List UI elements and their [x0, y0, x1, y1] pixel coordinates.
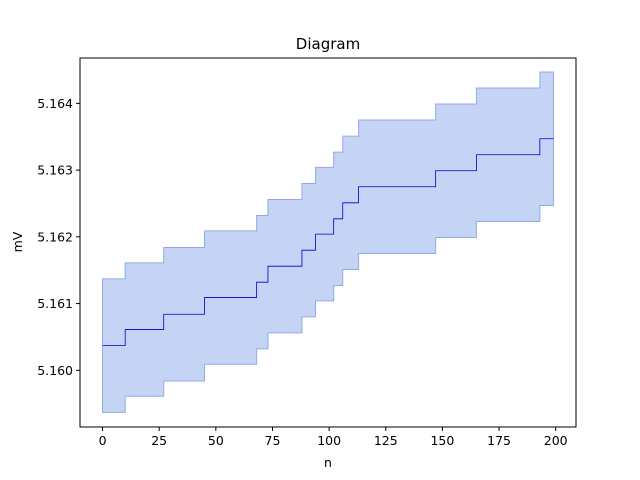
x-tick-label: 125 [374, 433, 398, 448]
x-tick-label: 200 [544, 433, 568, 448]
chart-title: Diagram [296, 35, 360, 53]
x-tick-label: 0 [99, 433, 107, 448]
x-tick-label: 75 [265, 433, 281, 448]
y-axis-label: mV [10, 231, 25, 252]
x-tick-label: 100 [317, 433, 341, 448]
series-line [102, 138, 554, 346]
y-tick-label: 5.162 [37, 229, 73, 244]
y-tick-label: 5.164 [37, 96, 73, 111]
x-tick-label: 150 [430, 433, 454, 448]
confidence-band [102, 71, 554, 413]
y-tick-label: 5.160 [37, 363, 73, 378]
x-tick-label: 25 [151, 433, 167, 448]
y-axis: 5.160 5.161 5.162 5.163 5.164 [37, 96, 80, 378]
plot-area [102, 71, 554, 413]
x-tick-label: 50 [208, 433, 224, 448]
y-tick-label: 5.161 [37, 296, 73, 311]
y-tick-label: 5.163 [37, 163, 73, 178]
axes-frame [79, 57, 577, 428]
x-axis-label: n [324, 455, 332, 470]
x-tick-label: 175 [487, 433, 511, 448]
x-axis: 0 25 50 75 100 125 150 175 200 [99, 427, 568, 448]
